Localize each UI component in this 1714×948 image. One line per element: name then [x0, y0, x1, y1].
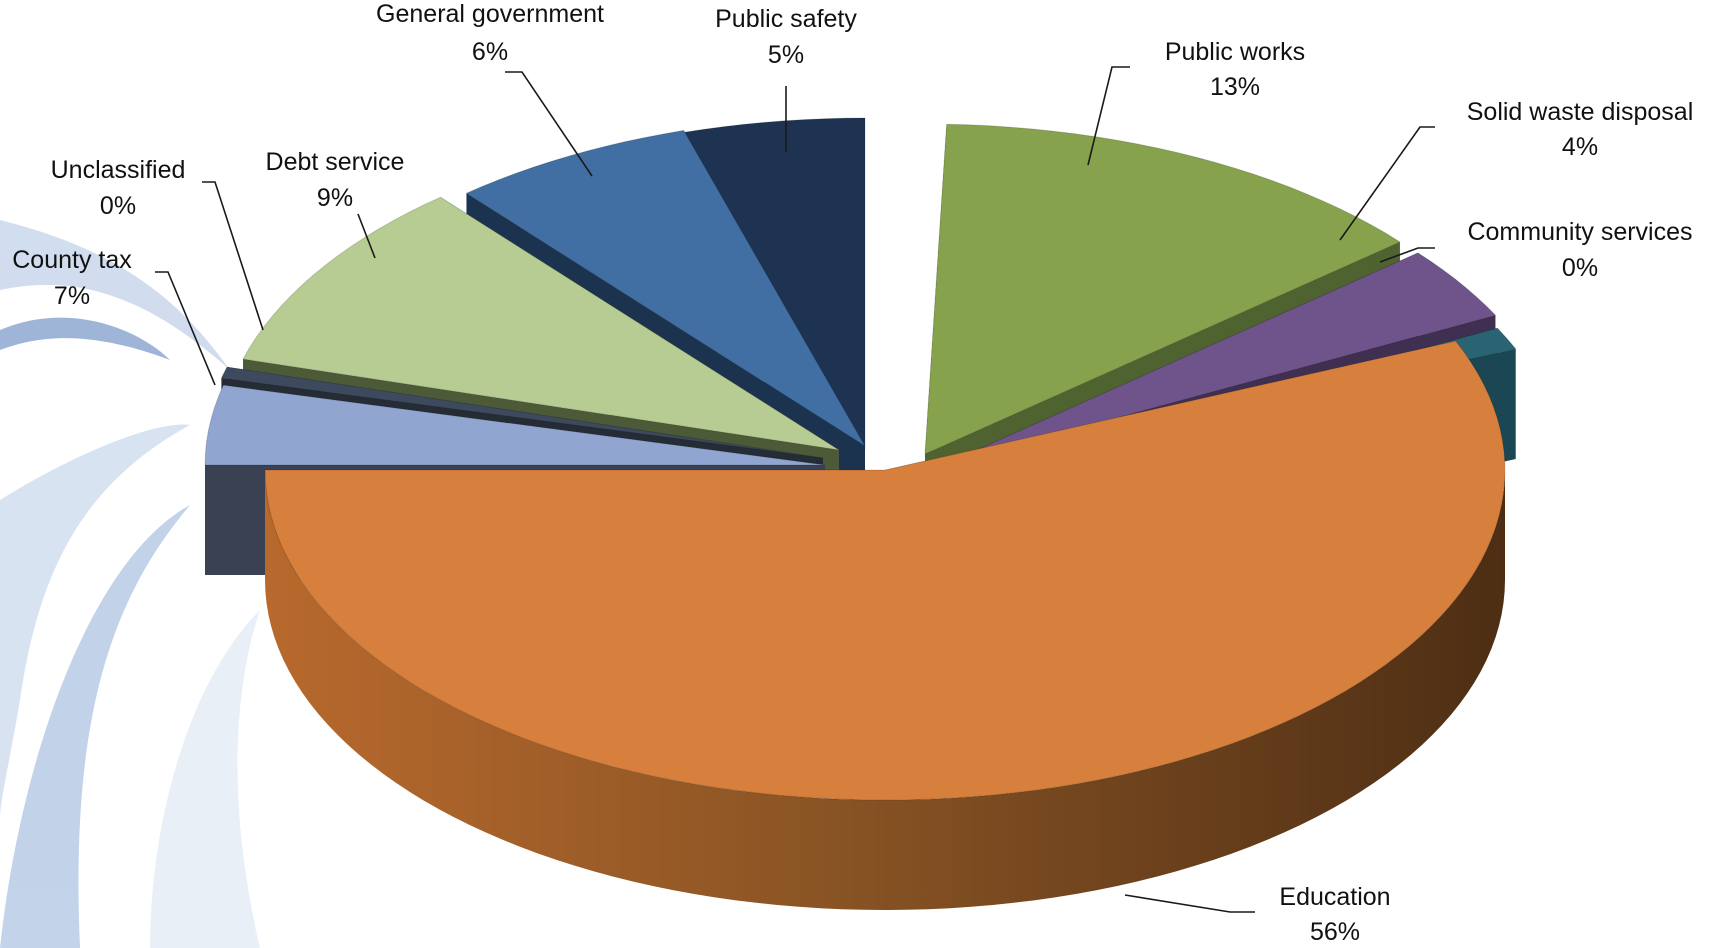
label-education: Education	[1279, 883, 1390, 911]
leader-education	[1125, 895, 1255, 912]
value-public-works: 13%	[1210, 73, 1260, 101]
label-general-government: General government	[376, 0, 604, 28]
label-unclassified: Unclassified	[51, 156, 186, 184]
pie-slices	[205, 118, 1516, 910]
value-public-safety: 5%	[768, 41, 804, 69]
value-debt-service: 9%	[317, 184, 353, 212]
label-solid-waste: Solid waste disposal	[1467, 98, 1694, 126]
label-public-works: Public works	[1165, 38, 1305, 66]
value-general-government: 6%	[472, 38, 508, 66]
leader-unclassified	[202, 182, 263, 330]
value-unclassified: 0%	[100, 192, 136, 220]
value-county-tax: 7%	[54, 282, 90, 310]
label-public-safety: Public safety	[715, 5, 857, 33]
label-debt-service: Debt service	[266, 148, 405, 176]
value-community-services: 0%	[1562, 254, 1598, 282]
value-solid-waste: 4%	[1562, 133, 1598, 161]
value-education: 56%	[1310, 918, 1360, 946]
label-community-services: Community services	[1467, 218, 1692, 246]
label-county-tax: County tax	[12, 246, 132, 274]
background-swirl	[0, 220, 260, 948]
